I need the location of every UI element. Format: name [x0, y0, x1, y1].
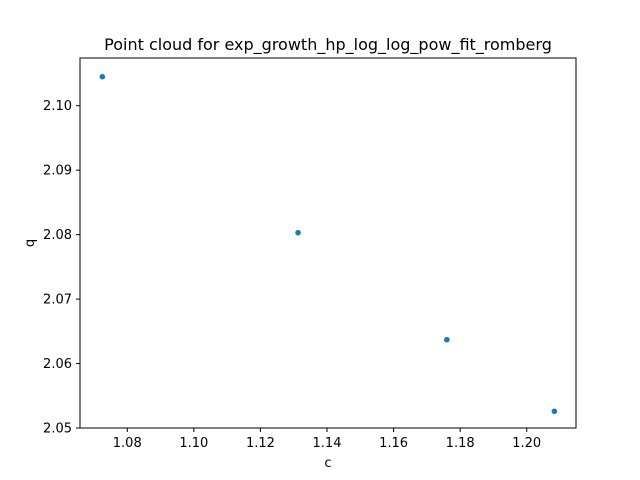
data-point — [551, 408, 558, 415]
y-tick-label: 2.05 — [43, 422, 72, 437]
data-point — [295, 229, 301, 236]
y-tick-label: 2.06 — [43, 357, 72, 372]
data-point — [99, 73, 106, 80]
x-tick-label: 1.10 — [179, 436, 208, 451]
x-tick-label: 1.08 — [113, 436, 142, 451]
data-point — [444, 336, 450, 343]
x-tick-label: 1.14 — [313, 436, 342, 451]
x-axis-label: c — [324, 456, 331, 471]
plot-area: 1.08 1.10 1.12 1.14 1.16 1.18 1.20 2.05 2.06 2.07… — [43, 73, 558, 451]
x-tick-label: 1.16 — [379, 436, 408, 451]
y-tick-label: 2.07 — [43, 293, 72, 308]
y-axis-label: q — [23, 239, 38, 247]
x-tick-label: 1.20 — [512, 436, 541, 451]
y-tick-label: 2.10 — [43, 99, 72, 114]
y-tick-label: 2.08 — [43, 228, 72, 243]
y-tick-label: 2.09 — [43, 164, 72, 179]
chart-title: Point cloud for exp_growth_hp_log_log_po… — [104, 35, 552, 55]
x-tick-label: 1.18 — [446, 436, 475, 451]
axes-frame — [79, 57, 577, 429]
x-tick-label: 1.12 — [246, 436, 275, 451]
